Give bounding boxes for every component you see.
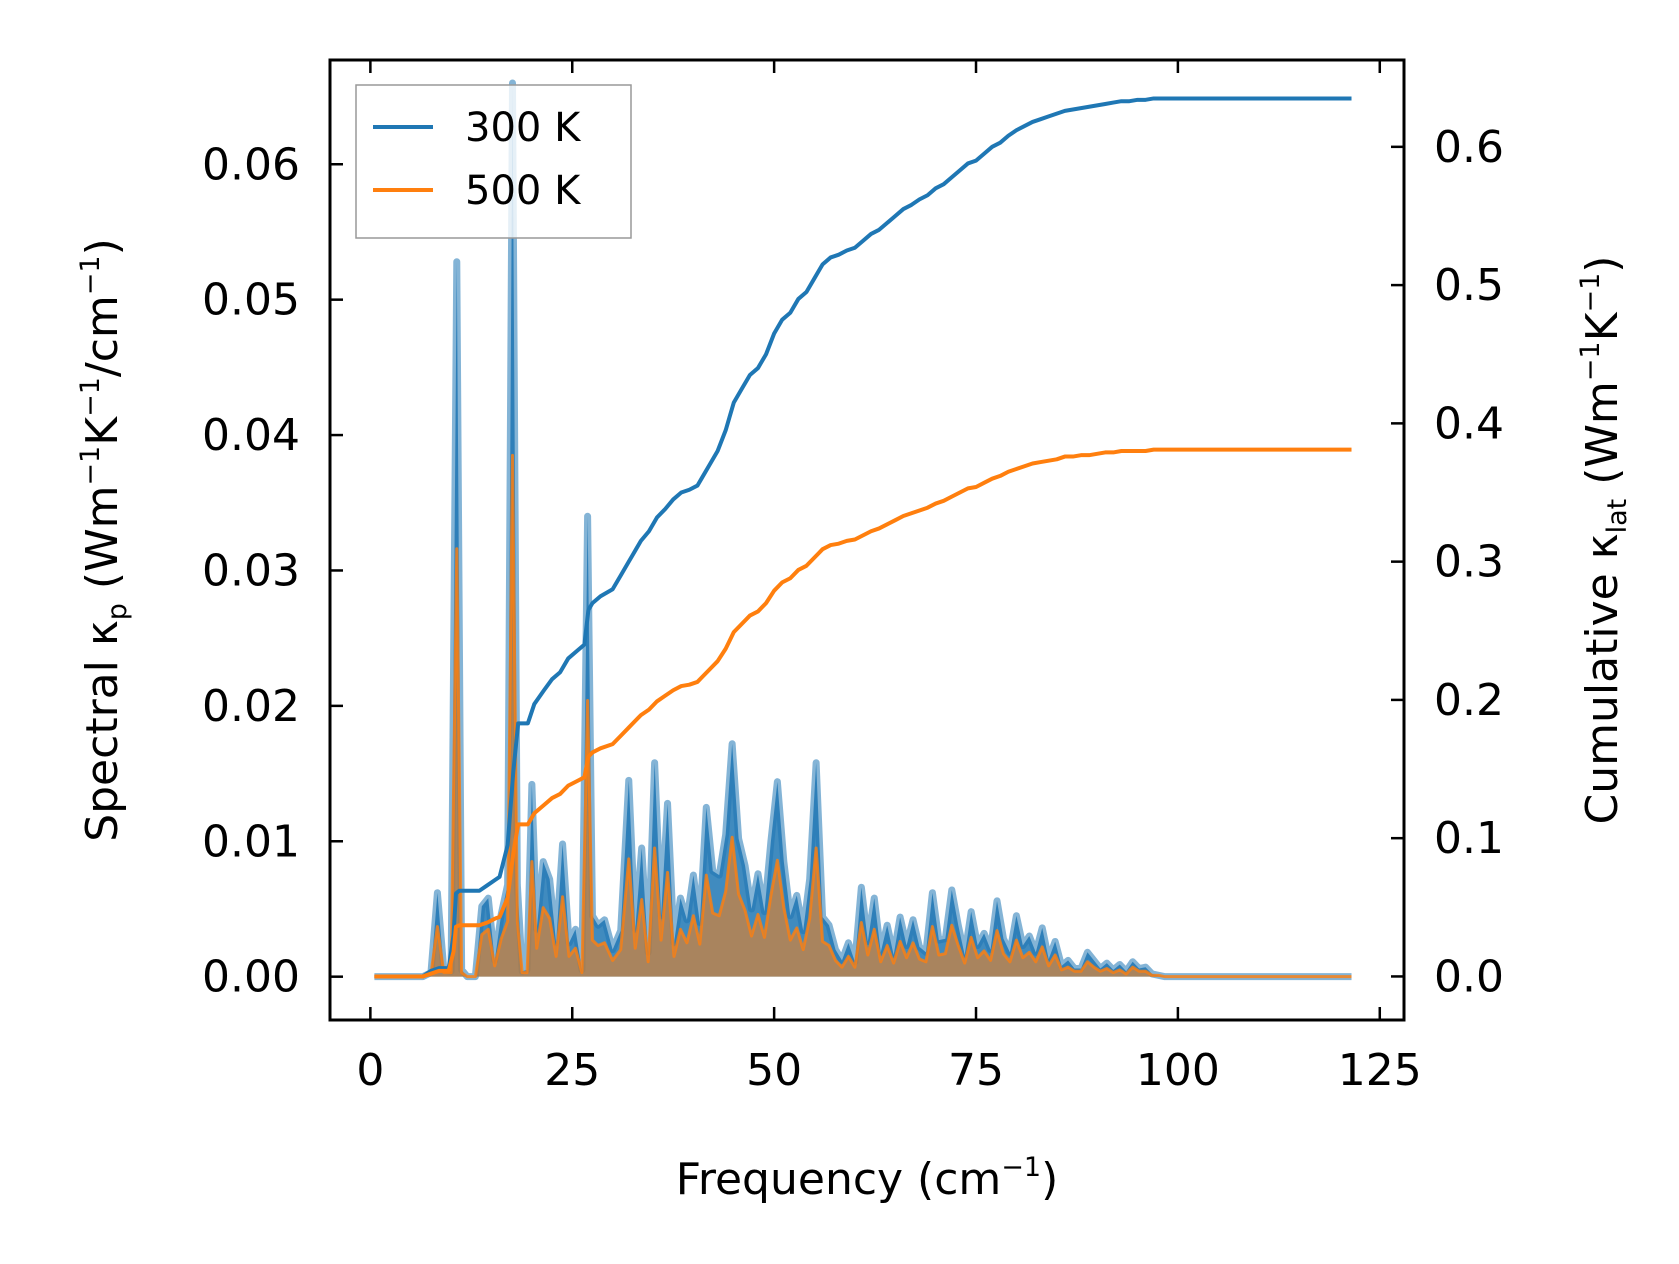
axis-title-part: lat [1602,499,1633,534]
legend-300k-label: 300 K [465,105,582,151]
legend-500k-label: 500 K [465,168,582,214]
x-axis-title-sup: −1 [1001,1152,1041,1183]
spectral-curves [374,79,1352,981]
x-axis-title: Frequency (cm−1) [676,1152,1059,1205]
legend: 300 K 500 K [355,84,632,239]
axis-title-part: −1 [75,446,106,486]
axis-title-part: Cumulative κ [1577,533,1628,824]
axis-title-part: (Wm [1577,381,1628,499]
y-right-tick-label: 0.4 [1434,398,1504,449]
y-left-axis-title: Spectral κp (Wm−1K−1/cm−1) [75,238,133,842]
y-right-tick-label: 0.6 [1434,122,1504,173]
x-axis-title-end: ) [1041,1154,1058,1205]
y-right-axis-title: Cumulative κlat (Wm−1K−1) [1575,256,1633,825]
x-tick-label: 75 [948,1045,1004,1096]
x-tick-label: 50 [746,1045,802,1096]
y-right-tick-label: 0.0 [1434,951,1504,1002]
axis-title-part: /cm [77,295,128,377]
spectral-500k-line [374,453,1352,979]
y-right-tick-label: 0.1 [1434,813,1504,864]
y-left-tick-label: 0.06 [202,139,300,190]
y-left-tick-label: 0.04 [202,410,300,461]
plot-frame [328,58,1406,1022]
cumulative-500k-line [374,447,1352,979]
x-axis-ticks: 0 25 50 75 100 125 [356,60,1422,1096]
y-left-axis-ticks: 0.00 0.01 0.02 0.03 0.04 0.05 0.06 [202,139,343,1003]
axis-title-part: −1 [75,255,106,295]
y-right-tick-label: 0.3 [1434,537,1504,588]
cumulative-curves [374,96,1352,979]
axis-title-part: (Wm [77,486,128,604]
axis-title-part: ) [1577,256,1628,273]
y-left-tick-label: 0.05 [202,275,300,326]
axis-title-part: −1 [75,377,106,417]
axis-title-part: Spectral κ [77,620,128,842]
legend-box [355,84,632,239]
axis-title-part: K [1577,311,1628,341]
x-tick-label: 25 [544,1045,600,1096]
cumulative-300k-line [374,96,1352,979]
axis-title-part: −1 [1575,273,1606,313]
y-right-axis-ticks: 0.0 0.1 0.2 0.3 0.4 0.5 0.6 [1391,122,1504,1002]
x-axis-title-main: Frequency (cm [676,1154,1002,1205]
axis-title-part: p [102,603,133,620]
y-left-tick-label: 0.00 [202,952,300,1003]
axis-title-part: K [77,416,128,446]
y-right-tick-label: 0.2 [1434,675,1504,726]
y-left-tick-label: 0.01 [202,816,300,867]
axis-title-part: −1 [1575,341,1606,381]
x-tick-label: 0 [356,1045,384,1096]
axis-title-part: ) [77,238,128,255]
y-right-tick-label: 0.5 [1434,260,1504,311]
x-tick-label: 100 [1136,1045,1220,1096]
x-tick-label: 125 [1338,1045,1422,1096]
spectral-300k-line [374,79,1352,981]
y-left-tick-label: 0.03 [202,545,300,596]
y-left-tick-label: 0.02 [202,681,300,732]
